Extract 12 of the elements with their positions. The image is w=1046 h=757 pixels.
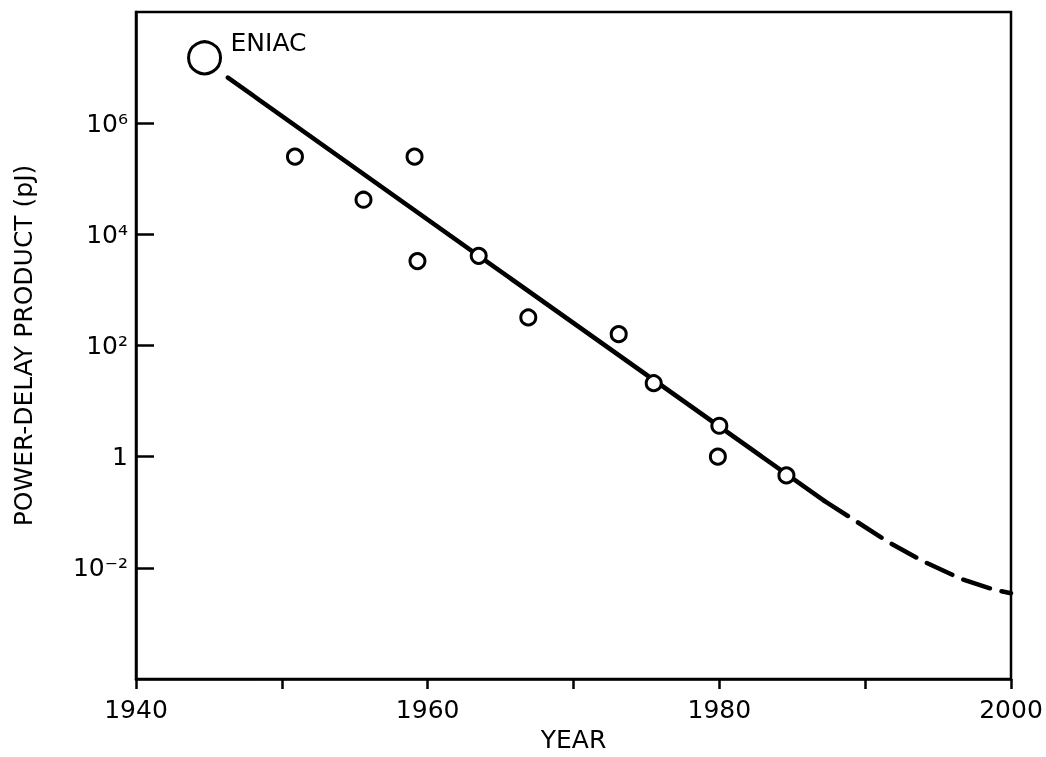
x-tick-label: 1980 bbox=[687, 695, 752, 724]
y-tick-label: 10⁻² bbox=[72, 553, 128, 583]
y-tick-label: 10⁴ bbox=[86, 219, 128, 249]
annotation: ENIAC bbox=[230, 28, 307, 58]
y-axis-title: POWER-DELAY PRODUCT (pJ) bbox=[9, 164, 38, 527]
y-tick-label: 10² bbox=[86, 331, 128, 360]
y-tick-label: 10⁶ bbox=[86, 108, 128, 138]
y-tick-label: 1 bbox=[112, 442, 128, 472]
x-axis-title: YEAR bbox=[539, 725, 607, 754]
x-tick-label: 2000 bbox=[979, 695, 1043, 724]
x-tick-label: 1960 bbox=[395, 695, 460, 724]
x-tick-label: 1940 bbox=[104, 695, 168, 724]
